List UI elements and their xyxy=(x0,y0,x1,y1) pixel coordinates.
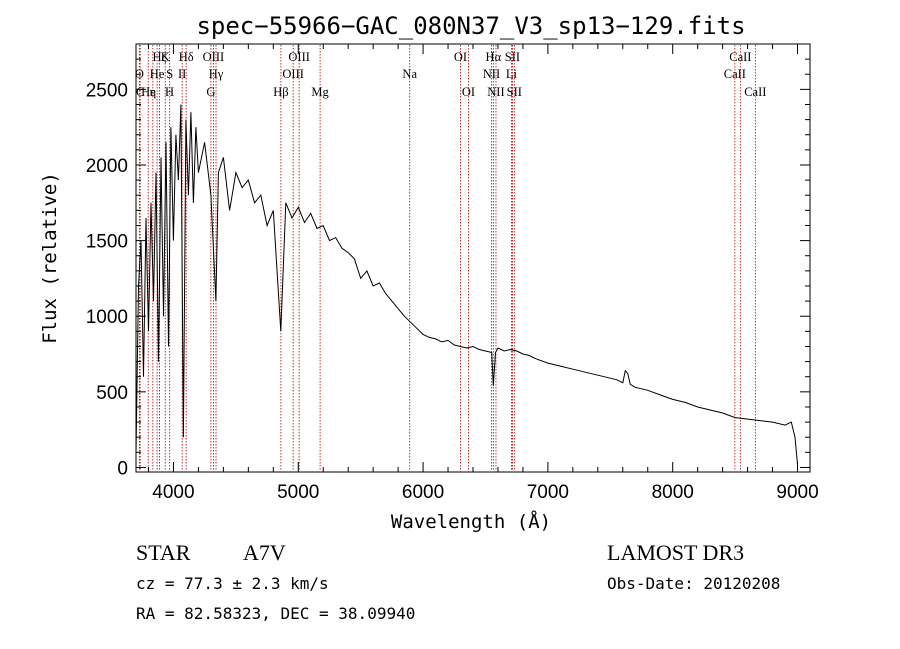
x-tick-label-0: 4000 xyxy=(152,482,194,503)
spectral-label-4: η xyxy=(150,85,157,99)
y-tick-label-1: 500 xyxy=(96,383,128,404)
spectral-label-25: NII xyxy=(487,85,504,99)
spectral-subclass: A7V xyxy=(243,540,286,565)
spectral-label-21: Hα xyxy=(486,50,502,64)
y-tick-label-2: 1000 xyxy=(86,307,128,328)
y-tick-label-5: 2500 xyxy=(86,80,128,101)
y-axis-label: Flux (relative) xyxy=(39,172,61,344)
spectrum-line xyxy=(135,104,798,465)
spectral-label-0: Hζ xyxy=(152,50,166,64)
spectral-label-18: Na xyxy=(402,67,417,81)
spectral-label-28: CaII xyxy=(724,67,746,81)
spectral-label-2: C xyxy=(136,85,144,99)
plot-frame xyxy=(135,43,811,473)
spectral-label-9: Hδ xyxy=(179,50,194,64)
y-tick-label-3: 1500 xyxy=(86,232,128,253)
survey-name: LAMOST DR3 xyxy=(607,540,744,565)
spectral-label-13: G xyxy=(206,85,215,99)
y-axis-ticks: 0 500 1000 1500 2000 2500 xyxy=(86,58,810,479)
spectral-label-11: OIII xyxy=(203,50,225,64)
spectral-label-10: II xyxy=(178,67,186,81)
spectral-label-8: H xyxy=(165,85,174,99)
observation-date: Obs-Date: 20120208 xyxy=(607,574,780,593)
x-tick-label-1: 5000 xyxy=(277,482,319,503)
x-axis-ticks: 4000 5000 6000 7000 8000 9000 xyxy=(147,44,819,503)
spectral-label-3: Hε xyxy=(141,85,155,99)
spectral-label-6: K xyxy=(161,50,170,64)
x-axis-label: Wavelength (Å) xyxy=(391,510,551,533)
object-type: STAR xyxy=(136,540,191,565)
spectral-label-19: OI xyxy=(454,50,467,64)
spectral-label-22: SII xyxy=(505,50,520,64)
info-panel: STAR A7V LAMOST DR3 cz = 77.3 ± 2.3 km/s… xyxy=(136,540,780,623)
spectral-label-20: OI xyxy=(462,85,475,99)
spectral-label-23: NII xyxy=(483,67,500,81)
x-tick-label-2: 6000 xyxy=(402,482,444,503)
spectral-label-14: Hβ xyxy=(273,85,288,99)
spectral-label-5: He xyxy=(150,67,165,81)
y-tick-label-0: 0 xyxy=(117,458,128,479)
spectral-line-markers xyxy=(138,45,756,471)
coordinates: RA = 82.58323, DEC = 38.09940 xyxy=(136,604,415,623)
x-tick-label-4: 8000 xyxy=(652,482,694,503)
spectral-label-12: Hγ xyxy=(209,67,224,81)
x-tick-label-3: 7000 xyxy=(527,482,569,503)
chart-title: spec−55966−GAC_080N37_V3_sp13−129.fits xyxy=(196,12,745,40)
y-tick-label-4: 2000 xyxy=(86,156,128,177)
redshift-value: cz = 77.3 ± 2.3 km/s xyxy=(136,574,329,593)
spectral-label-16: OIII xyxy=(288,50,310,64)
spectral-label-15: OIII xyxy=(282,67,304,81)
spectral-label-27: CaII xyxy=(729,50,751,64)
spectral-label-17: Mg xyxy=(311,85,329,99)
spectral-label-26: SII xyxy=(507,85,522,99)
x-tick-label-5: 9000 xyxy=(776,482,818,503)
spectral-label-7: S xyxy=(166,67,173,81)
spectral-label-24: Li xyxy=(506,67,518,81)
spectral-label-29: CaII xyxy=(744,85,766,99)
